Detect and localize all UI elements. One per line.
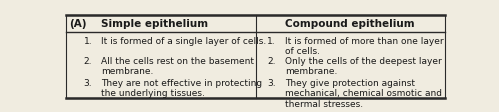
- Text: 2.: 2.: [267, 57, 276, 66]
- Text: 2.: 2.: [84, 57, 92, 66]
- Text: Simple epithelium: Simple epithelium: [101, 19, 208, 29]
- Text: 3.: 3.: [267, 78, 276, 87]
- Text: They are not effective in protecting
the underlying tissues.: They are not effective in protecting the…: [101, 78, 262, 97]
- Text: It is formed of more than one layer
of cells.: It is formed of more than one layer of c…: [285, 37, 444, 56]
- Text: It is formed of a single layer of cells.: It is formed of a single layer of cells.: [101, 37, 266, 46]
- Text: Compound epithelium: Compound epithelium: [285, 19, 414, 29]
- Text: (A): (A): [69, 19, 87, 29]
- Text: All the cells rest on the basement
membrane.: All the cells rest on the basement membr…: [101, 57, 254, 76]
- Text: 1.: 1.: [84, 37, 92, 46]
- Text: 1.: 1.: [267, 37, 276, 46]
- Text: They give protection against
mechanical, chemical osmotic and
thermal stresses.: They give protection against mechanical,…: [285, 78, 442, 108]
- Text: Only the cells of the deepest layer
membrane.: Only the cells of the deepest layer memb…: [285, 57, 442, 76]
- Text: 3.: 3.: [84, 78, 92, 87]
